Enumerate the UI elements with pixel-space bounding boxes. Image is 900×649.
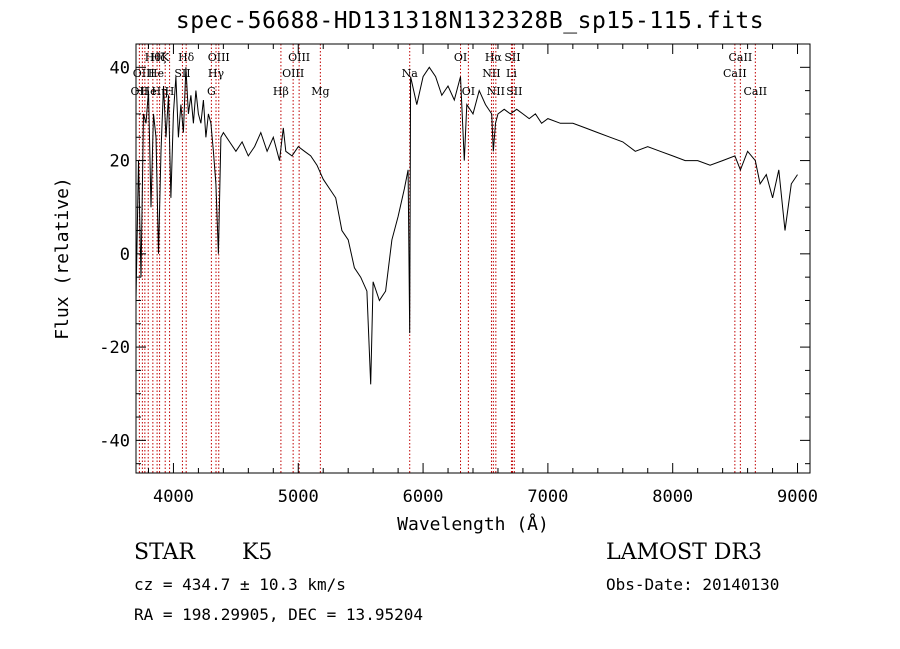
line-label-extra-0: OIII (133, 67, 155, 80)
line-label-0: OII (131, 85, 149, 98)
chart-title: spec-56688-HD131318N132328B_sp15-115.fit… (175, 8, 765, 34)
y-tick-label: -40 (99, 431, 130, 451)
axes: 4000 5000 6000 7000 8000 9000 -40 -20 0 20 40 Wavel… (52, 43, 818, 535)
object-type: STAR (134, 540, 195, 565)
line-label-8: H (165, 85, 175, 98)
line-label-7: K (161, 51, 170, 64)
line-label-10: Hδ (178, 51, 195, 64)
x-tick-label: 7000 (527, 487, 568, 507)
line-label-13: OIII (208, 51, 230, 64)
x-axis-title: Wavelength (Å) (397, 513, 549, 535)
line-label-23: NII (487, 85, 505, 98)
y-tick-label: 0 (120, 245, 130, 265)
x-tick-label: 5000 (278, 487, 319, 507)
line-label-6: Hη (151, 85, 167, 98)
spectrum-plot-area (135, 66, 798, 385)
line-label-25: SII (504, 51, 520, 64)
line-label-15: OIII (282, 67, 304, 80)
line-label-17: Mg (311, 85, 329, 98)
line-label-11: G (207, 85, 216, 98)
line-label-18: Na (402, 67, 419, 80)
y-tick-label: -20 (99, 338, 130, 358)
line-label-extra-2: Hζ (151, 51, 167, 64)
line-label-21: NII (482, 67, 500, 80)
line-label-29: CaII (743, 85, 767, 98)
x-tick-label: 4000 (153, 487, 194, 507)
line-label-14: Hβ (273, 85, 289, 98)
spectrum-line (135, 66, 798, 385)
line-label-extra-1: He (148, 67, 164, 80)
line-label-extra-3: He (141, 85, 157, 98)
spectral-subclass: K5 (242, 540, 273, 565)
y-tick-label: 40 (110, 58, 130, 78)
plot-frame (135, 43, 811, 474)
line-label-19: OI (454, 51, 467, 64)
survey-name: LAMOST DR3 (606, 540, 762, 565)
line-label-28: CaII (729, 51, 753, 64)
line-label-4: Hθ (145, 51, 162, 64)
spectral-line-markers (138, 44, 756, 473)
line-label-27: CaII (723, 67, 747, 80)
line-label-26: SII (506, 85, 522, 98)
x-tick-label: 6000 (403, 487, 444, 507)
line-label-20: OI (462, 85, 475, 98)
line-label-24: Li (506, 67, 517, 80)
line-label-16: OIII (288, 51, 310, 64)
coordinates: RA = 198.29905, DEC = 13.95204 (134, 605, 423, 624)
line-label-9: SII (174, 67, 190, 80)
line-label-12: Hγ (208, 67, 225, 80)
spectral-line-labels: OII Hθ Hη K H SII Hδ G Hγ OIII Hβ OIII OIII Mg Na OI OI N… (131, 51, 768, 98)
redshift-cz: cz = 434.7 ± 10.3 km/s (134, 575, 346, 594)
observation-date: Obs-Date: 20140130 (606, 575, 780, 594)
y-axis-title: Flux (relative) (52, 177, 73, 340)
x-tick-label: 8000 (652, 487, 693, 507)
y-tick-label: 20 (110, 152, 130, 172)
line-label-22: Hα (485, 51, 503, 64)
x-tick-label: 9000 (777, 487, 818, 507)
